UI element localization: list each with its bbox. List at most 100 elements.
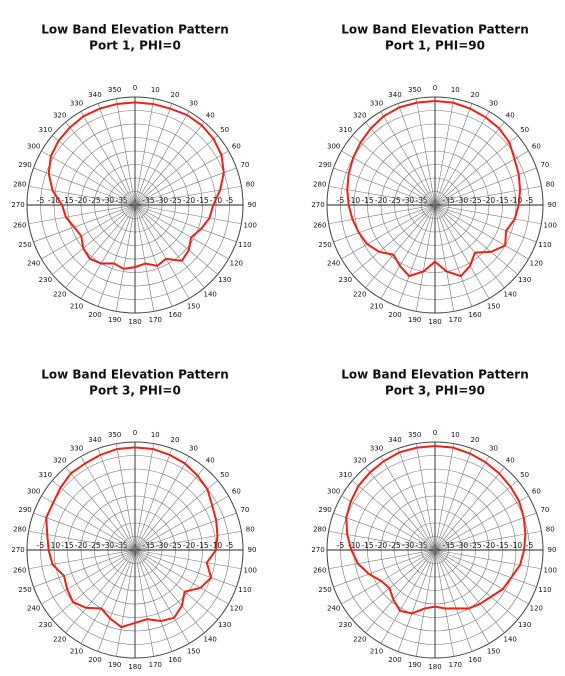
angle-label: 120 [530,605,543,613]
angle-label: 150 [487,302,500,310]
r-tick-label: -5 [226,541,234,550]
r-tick-label: -5 [37,196,45,205]
chart-subtitle: Port 3, PHI=0 [89,384,181,398]
r-tick-label: -25 [88,541,100,550]
angle-label: 160 [468,311,481,319]
r-tick-label: -35 [115,541,127,550]
r-tick-label: -10 [510,196,522,205]
spoke [134,549,237,588]
spoke [80,456,136,551]
angle-label: 250 [318,586,331,594]
r-tick-label: -15 [361,196,373,205]
spoke [28,549,136,570]
spoke [434,185,542,206]
spoke [434,204,518,275]
spoke [397,103,436,206]
spoke [52,135,136,206]
spoke [134,111,190,206]
angle-label: 20 [171,436,180,444]
spoke [434,204,455,312]
angle-label: 320 [53,111,66,119]
angle-label: 310 [39,126,52,134]
r-tick-label: -10 [510,541,522,550]
angle-label: 40 [206,111,215,119]
angle-label: 100 [244,566,257,574]
spoke [434,549,473,652]
angle-label: 90 [548,546,557,554]
spoke [115,549,136,657]
spoke [115,443,136,551]
pattern-line [45,446,219,629]
spoke [134,530,242,551]
spoke [134,549,205,633]
angle-label: 230 [39,276,52,284]
spoke [134,549,190,644]
angle-label: 330 [70,100,83,108]
spoke [352,135,436,206]
r-tick-label: -35 [442,541,454,550]
r-tick-label: -20 [483,196,495,205]
angle-label: 130 [218,621,231,629]
angle-label: 310 [39,471,52,479]
spoke [397,204,436,307]
angle-label: 40 [206,456,215,464]
angle-label: 270 [11,546,24,554]
r-tick-label: -15 [61,196,73,205]
angle-label: 290 [318,161,331,169]
spoke [115,204,136,312]
angle-label: 230 [39,621,52,629]
angle-label: 40 [506,456,515,464]
spoke [134,456,190,551]
spoke [41,549,136,605]
spoke [341,549,436,605]
angle-label: 20 [171,91,180,99]
angle-label: 220 [353,636,366,644]
angle-label: 250 [18,241,31,249]
spoke [65,549,136,633]
angle-label: 120 [230,605,243,613]
spoke [434,549,455,657]
angle-label: 340 [88,436,101,444]
angle-label: 140 [504,291,517,299]
angle-label: 330 [70,445,83,453]
angle-label: 320 [353,111,366,119]
spoke [434,111,490,206]
spoke [434,549,537,588]
r-tick-label: -35 [415,541,427,550]
angle-label: 130 [518,621,531,629]
spoke [365,549,436,633]
pattern-line [346,100,522,278]
angle-label: 350 [108,86,121,94]
spoke [434,549,505,633]
r-tick-label: -25 [388,196,400,205]
spoke [134,135,218,206]
angle-label: 0 [433,84,437,92]
spoke [134,549,242,570]
spoke [134,549,173,652]
spoke [434,98,455,206]
angle-label: 300 [27,143,40,151]
r-tick-label: -20 [483,541,495,550]
r-tick-label: -15 [196,541,208,550]
angle-label: 30 [189,445,198,453]
angle-label: 90 [548,201,557,209]
angle-label: 110 [238,241,251,249]
r-tick-label: -5 [526,541,534,550]
angle-label: 240 [327,260,340,268]
r-tick-label: -25 [169,541,181,550]
angle-label: 320 [353,456,366,464]
spoke [434,150,529,206]
angle-label: 260 [313,221,326,229]
angle-label: 340 [388,436,401,444]
spoke [434,530,542,551]
r-tick-label: -35 [442,196,454,205]
r-tick-label: -15 [496,541,508,550]
angle-label: 290 [18,506,31,514]
angle-label: 100 [544,566,557,574]
spoke [134,549,218,620]
angle-label: 140 [204,291,217,299]
spoke [134,98,155,206]
pattern-line [47,101,225,270]
spoke [333,512,436,551]
angle-label: 30 [489,100,498,108]
